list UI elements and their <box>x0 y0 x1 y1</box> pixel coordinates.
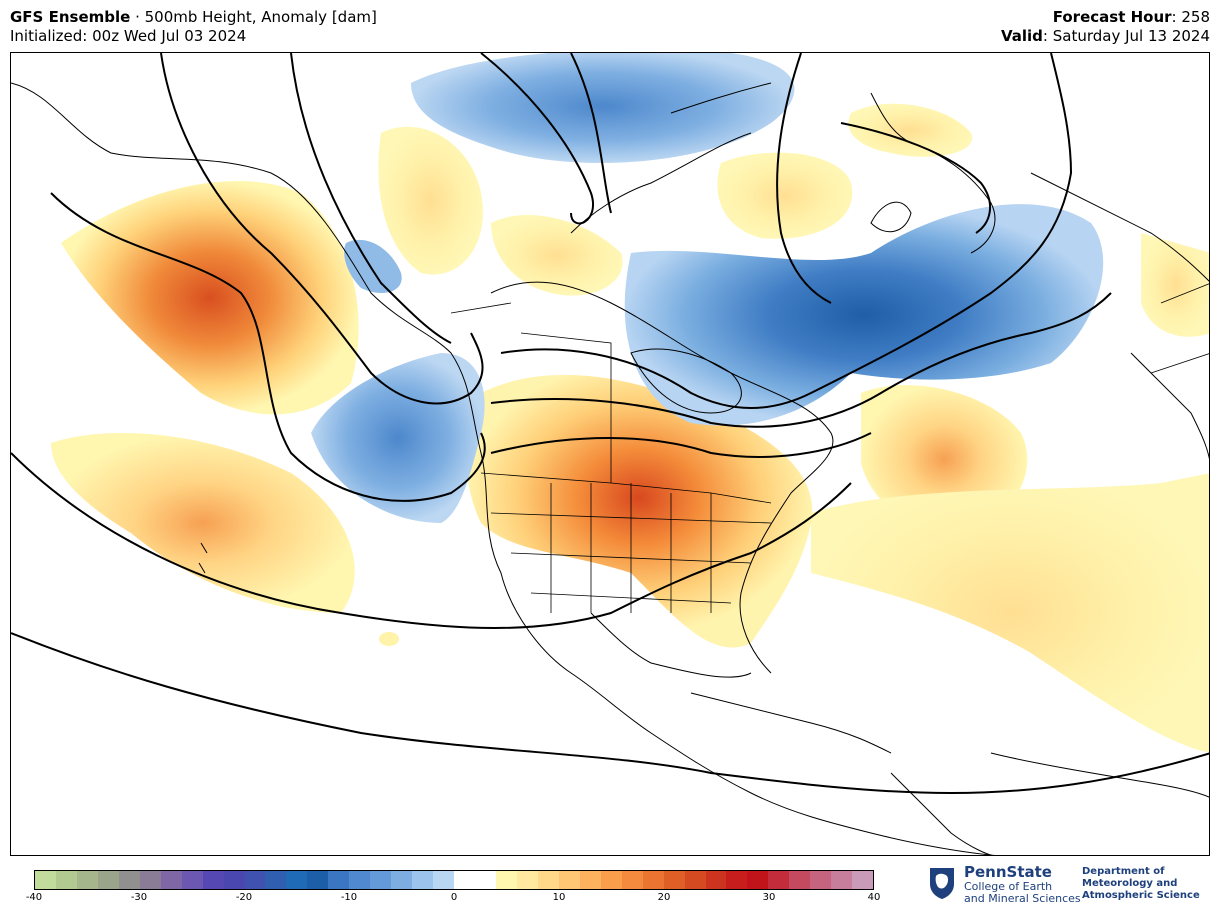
anomaly-fields <box>51 53 1209 753</box>
colorbar-segment <box>118 871 140 889</box>
colorbar-segment <box>558 871 580 889</box>
colorbar-segment <box>579 871 601 889</box>
colorbar-segment <box>537 871 559 889</box>
colorbar-tick-label: -20 <box>235 892 253 903</box>
colorbar-segment <box>307 871 329 889</box>
colorbar-tick-label: -30 <box>130 892 148 903</box>
colorbar-segment <box>349 871 371 889</box>
colorbar-segment <box>265 871 287 889</box>
init-label: Initialized: <box>10 27 88 45</box>
colorbar-segment <box>705 871 727 889</box>
colorbar-segment <box>160 871 182 889</box>
colorbar-segment <box>223 871 245 889</box>
colorbar-segment <box>412 871 434 889</box>
colorbar-tick-label: -10 <box>340 892 358 903</box>
colorbar-tick-label: 20 <box>657 892 671 903</box>
init-value: 00z Wed Jul 03 2024 <box>92 27 247 45</box>
dept-line1: Department of <box>1082 866 1165 877</box>
colorbar-segment <box>684 871 706 889</box>
fhour-line: Forecast Hour: 258 <box>1052 8 1210 26</box>
nittany-lion-shield-icon <box>930 868 954 899</box>
product-name: 500mb Height, Anomaly [dam] <box>144 8 377 26</box>
colorbar-segment <box>600 871 622 889</box>
colorbar-segment <box>433 871 455 889</box>
model-name: GFS Ensemble <box>10 8 131 26</box>
colorbar-segment <box>475 871 496 889</box>
colorbar-segment <box>495 871 517 889</box>
colorbar-ticks: -40 -30 -20 -10 0 10 20 30 40 <box>26 892 881 906</box>
colorbar-segment <box>831 871 853 889</box>
psu-text: PennState College of Earth and Mineral S… <box>964 864 1081 905</box>
colorbar-segment <box>663 871 685 889</box>
colorbar-segment <box>76 871 98 889</box>
dept-line2: Meteorology and <box>1082 878 1178 889</box>
colorbar-tick-label: 10 <box>552 892 566 903</box>
colorbar-segment <box>181 871 203 889</box>
fhour-value: 258 <box>1181 8 1210 26</box>
colorbar-segment <box>621 871 643 889</box>
psu-name: PennState <box>964 863 1052 881</box>
colorbar-segment <box>789 871 811 889</box>
colorbar-segment <box>286 871 308 889</box>
title-block: GFS Ensemble · 500mb Height, Anomaly [da… <box>10 8 377 46</box>
colorbar-segment <box>391 871 413 889</box>
coastlines <box>11 82 1209 855</box>
colorbar-tick-label: 0 <box>450 892 458 903</box>
colorbar-segment <box>55 871 77 889</box>
dept-text: Department of Meteorology and Atmospheri… <box>1082 866 1200 902</box>
colorbar-segment <box>516 871 538 889</box>
colorbar-segment <box>852 871 874 889</box>
colorbar-segment <box>726 871 748 889</box>
pennstate-logo: PennState College of Earth and Mineral S… <box>928 864 1218 910</box>
colorbar-segment <box>370 871 392 889</box>
psu-line1: College of Earth <box>964 880 1053 893</box>
title-separator: · <box>130 8 145 26</box>
forecast-block: Forecast Hour: 258 Valid: Saturday Jul 1… <box>1001 8 1210 46</box>
map-canvas <box>11 53 1209 855</box>
psu-line2: and Mineral Sciences <box>964 892 1081 905</box>
colorbar-segment <box>35 871 56 889</box>
valid-label: Valid <box>1000 27 1043 45</box>
colorbar-segment <box>139 871 161 889</box>
colorbar-segment <box>454 871 476 889</box>
colorbar-segment <box>747 871 769 889</box>
title-line: GFS Ensemble · 500mb Height, Anomaly [da… <box>10 8 377 27</box>
forecast-map <box>10 52 1210 856</box>
colorbar-segment <box>328 871 350 889</box>
political-borders <box>450 283 1209 613</box>
fhour-label: Forecast Hour <box>1052 8 1172 26</box>
colorbar-segment <box>642 871 664 889</box>
height-contours <box>11 53 1209 795</box>
colorbar-segment <box>768 871 790 889</box>
colorbar-segment <box>202 871 224 889</box>
colorbar-tick-label: -40 <box>25 892 43 903</box>
colorbar-segment <box>97 871 119 889</box>
colorbar-tick-label: 30 <box>762 892 776 903</box>
valid-value: Saturday Jul 13 2024 <box>1052 27 1210 45</box>
valid-line: Valid: Saturday Jul 13 2024 <box>1000 27 1210 45</box>
init-line: Initialized: 00z Wed Jul 03 2024 <box>10 27 377 46</box>
dept-line3: Atmospheric Science <box>1082 890 1200 901</box>
colorbar-segment <box>244 871 266 889</box>
colorbar <box>34 870 874 890</box>
colorbar-tick-label: 40 <box>867 892 881 903</box>
colorbar-segment <box>810 871 832 889</box>
